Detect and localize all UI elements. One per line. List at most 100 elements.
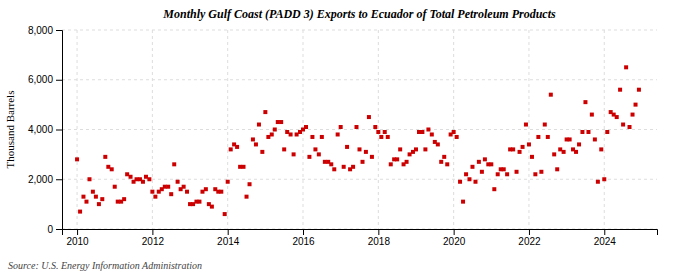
tick-label: 2022 xyxy=(518,236,541,247)
point xyxy=(254,142,258,146)
point xyxy=(543,123,547,127)
point xyxy=(420,130,424,134)
point xyxy=(260,150,264,154)
point xyxy=(473,180,477,184)
point xyxy=(562,150,566,154)
point xyxy=(492,187,496,191)
point xyxy=(599,147,603,151)
point xyxy=(329,162,333,166)
point xyxy=(129,175,133,179)
point xyxy=(94,195,98,199)
point xyxy=(364,150,368,154)
point xyxy=(229,147,233,151)
point xyxy=(586,130,590,134)
tick-mark xyxy=(454,229,455,235)
point xyxy=(342,165,346,169)
point xyxy=(210,205,214,209)
point xyxy=(245,195,249,199)
point xyxy=(549,93,553,97)
point xyxy=(621,123,625,127)
tick-label: 2020 xyxy=(443,236,466,247)
point xyxy=(574,150,578,154)
point xyxy=(235,145,239,149)
point xyxy=(185,190,189,194)
tick-mark xyxy=(77,229,78,235)
point xyxy=(439,160,443,164)
point xyxy=(480,170,484,174)
point xyxy=(515,170,519,174)
chart: 2010201220142016201820202022202402,0004,… xyxy=(0,0,675,275)
point xyxy=(489,162,493,166)
point xyxy=(596,180,600,184)
grid-line xyxy=(152,30,153,229)
point xyxy=(270,132,274,136)
point xyxy=(376,130,380,134)
point xyxy=(289,132,293,136)
point xyxy=(615,115,619,119)
tick-mark xyxy=(529,229,530,235)
point xyxy=(593,137,597,141)
point xyxy=(251,137,255,141)
axis-line xyxy=(56,31,63,230)
tick-label: 2010 xyxy=(66,236,89,247)
point xyxy=(78,210,82,214)
tick-label: 2018 xyxy=(368,236,391,247)
x-axis: 20102012201420162018202020222024 xyxy=(63,229,658,247)
point xyxy=(103,155,107,159)
tick-mark xyxy=(604,229,605,235)
tick: 2022 xyxy=(518,229,541,247)
point xyxy=(405,160,409,164)
point xyxy=(313,147,317,151)
y-axis-title: Thousand Barrels xyxy=(4,91,16,169)
point xyxy=(97,202,101,206)
point xyxy=(84,200,88,204)
point xyxy=(590,113,594,117)
point xyxy=(248,182,252,186)
tick: 2012 xyxy=(142,229,165,247)
tick: 2018 xyxy=(368,229,391,247)
point xyxy=(204,187,208,191)
point xyxy=(310,135,314,139)
point xyxy=(197,200,201,204)
point xyxy=(351,165,355,169)
point xyxy=(358,147,362,151)
point xyxy=(436,142,440,146)
point xyxy=(169,192,173,196)
point xyxy=(373,125,377,129)
point xyxy=(339,125,343,129)
point xyxy=(91,190,95,194)
point xyxy=(320,135,324,139)
point xyxy=(153,195,157,199)
y-axis: 02,0004,0006,0008,000 xyxy=(28,25,63,235)
tick: 2,000 xyxy=(28,174,62,185)
point xyxy=(317,152,321,156)
grid-line xyxy=(528,30,529,229)
tick-mark xyxy=(378,229,379,235)
point xyxy=(628,125,632,129)
point xyxy=(445,162,449,166)
axis-line xyxy=(63,230,658,236)
points xyxy=(75,65,641,216)
tick: 2010 xyxy=(66,229,89,247)
point xyxy=(166,185,170,189)
point xyxy=(505,172,509,176)
point xyxy=(75,157,79,161)
point xyxy=(367,115,371,119)
tick-mark xyxy=(303,229,304,235)
point xyxy=(577,142,581,146)
point xyxy=(430,132,434,136)
point xyxy=(182,185,186,189)
point xyxy=(336,132,340,136)
grid-line xyxy=(62,129,657,130)
point xyxy=(110,167,114,171)
tick-label: 0 xyxy=(47,224,53,235)
tick-mark xyxy=(56,130,62,131)
point xyxy=(605,130,609,134)
tick-mark xyxy=(152,229,153,235)
point xyxy=(518,150,522,154)
point xyxy=(345,145,349,149)
point xyxy=(502,167,506,171)
point xyxy=(257,123,261,127)
point xyxy=(458,180,462,184)
point xyxy=(87,177,91,181)
